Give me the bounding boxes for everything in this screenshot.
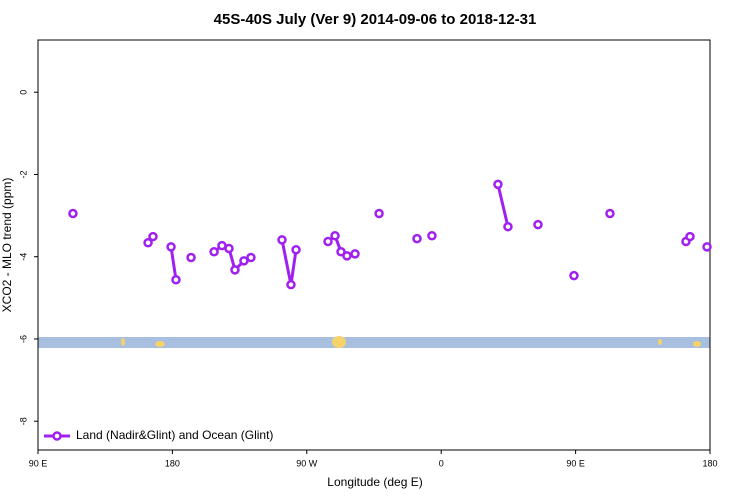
- y-tick-label: -2: [18, 170, 28, 178]
- point: [286, 279, 296, 290]
- point: [533, 219, 543, 230]
- point: [350, 249, 360, 259]
- point: [412, 233, 422, 244]
- point: [342, 251, 352, 261]
- map-strip: [38, 336, 710, 348]
- x-tick-label: 180: [165, 458, 180, 468]
- point: [186, 252, 196, 263]
- point: [323, 236, 333, 247]
- point: [171, 274, 181, 285]
- x-tick-label: 90 W: [296, 458, 318, 468]
- point: [143, 237, 153, 248]
- y-tick-label: 0: [18, 90, 28, 95]
- point: [166, 242, 176, 252]
- point: [239, 256, 249, 266]
- y-tick-label: -8: [18, 417, 28, 425]
- point: [569, 270, 579, 281]
- chart-title: 45S-40S July (Ver 9) 2014-09-06 to 2018-…: [214, 11, 537, 28]
- point: [605, 208, 615, 219]
- legend-label: Land (Nadir&Glint) and Ocean (Glint): [76, 428, 273, 442]
- point: [427, 230, 437, 241]
- point: [503, 221, 513, 232]
- point: [246, 252, 256, 263]
- point: [224, 243, 234, 254]
- y-tick-label: -6: [18, 335, 28, 343]
- x-tick-label: 180: [702, 458, 717, 468]
- x-axis-label: Longitude (deg E): [327, 475, 422, 489]
- point: [148, 231, 158, 242]
- x-tick-label: 90 E: [29, 458, 48, 468]
- point: [374, 208, 384, 219]
- y-tick-label: -4: [18, 253, 28, 261]
- point: [493, 179, 503, 190]
- point: [277, 235, 287, 245]
- plot-frame: [37, 39, 711, 451]
- point: [685, 231, 695, 242]
- point: [209, 247, 219, 257]
- point: [330, 230, 340, 241]
- x-tick-label: 90 E: [566, 458, 585, 468]
- y-axis-label: XCO2 - MLO trend (ppm): [0, 178, 14, 313]
- point: [702, 242, 712, 252]
- point: [291, 244, 301, 255]
- x-tick-label: 0: [439, 458, 444, 468]
- legend-marker: [52, 431, 62, 441]
- point: [336, 247, 346, 257]
- point: [68, 208, 78, 219]
- point: [230, 265, 240, 275]
